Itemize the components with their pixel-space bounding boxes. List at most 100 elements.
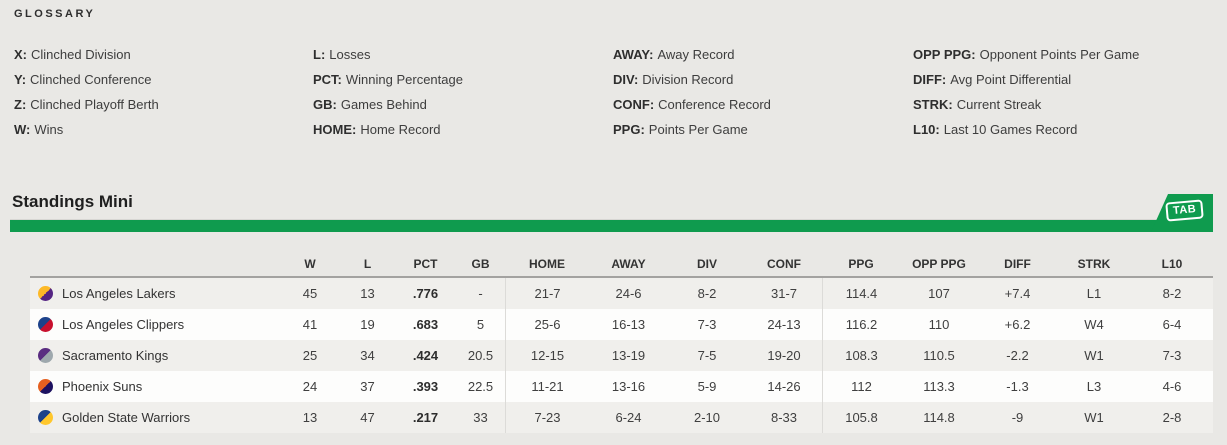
stat-cell-l: 13 [360, 286, 375, 301]
col-header-gb: GB [471, 257, 490, 271]
glossary-term: OPP PPG: [913, 47, 976, 62]
stat-cell-diff: +6.2 [1004, 317, 1031, 332]
glossary-item: PCT: Winning Percentage [313, 67, 613, 92]
glossary-term: DIFF: [913, 72, 947, 87]
glossary-item: AWAY: Away Record [613, 42, 913, 67]
col-header-ppg: PPG [848, 257, 874, 271]
glossary-definition: Last 10 Games Record [943, 122, 1078, 137]
glossary-definition: Clinched Conference [30, 72, 152, 87]
col-header-w: W [304, 257, 316, 271]
stat-cell-l: 34 [360, 348, 375, 363]
stat-cell-pct: .393 [412, 379, 439, 394]
team-cell: Sacramento Kings [30, 348, 280, 363]
standings-title: Standings Mini [12, 192, 133, 211]
stat-cell-opp-ppg: 114.8 [923, 410, 955, 425]
glossary-term: Z: [14, 97, 27, 112]
stat-cell-l10: 7-3 [1162, 348, 1182, 363]
glossary-definition: Current Streak [956, 97, 1042, 112]
stat-cell-l: 19 [360, 317, 375, 332]
team-logo-icon [38, 410, 53, 425]
tab-logo-icon[interactable]: TAB [1165, 199, 1205, 222]
glossary-term: CONF: [613, 97, 655, 112]
standings-header: Standings Mini TAB [10, 192, 1213, 232]
team-name: Sacramento Kings [62, 348, 169, 363]
stat-cell-l10: 2-8 [1162, 410, 1182, 425]
col-header-l: L [363, 257, 372, 271]
glossary-section: GLOSSARY X: Clinched Division Y: Clinched C… [0, 0, 1227, 142]
glossary-definition: Losses [329, 47, 371, 62]
glossary-term: DIV: [613, 72, 639, 87]
stat-cell-conf: 14-26 [767, 379, 801, 394]
table-row: Los Angeles Clippers 41 19 .683 5 25-6 16-13 7-… [30, 309, 1213, 340]
glossary-term: W: [14, 122, 31, 137]
stat-cell-ppg: 112 [822, 371, 900, 402]
team-cell: Golden State Warriors [30, 410, 280, 425]
team-logo-icon [38, 348, 53, 363]
team-logo-icon [38, 286, 53, 301]
stat-cell-ppg: 108.3 [822, 340, 900, 371]
stat-cell-conf: 8-33 [770, 410, 798, 425]
glossary-item: DIV: Division Record [613, 67, 913, 92]
header-hairline [10, 219, 1213, 220]
stat-cell-w: 25 [302, 348, 318, 363]
glossary-term: GB: [313, 97, 337, 112]
glossary-definition: Home Record [360, 122, 441, 137]
team-logo-icon [38, 379, 53, 394]
stat-cell-away: 16-13 [611, 317, 646, 332]
glossary-definition: Points Per Game [648, 122, 748, 137]
glossary-term: PCT: [313, 72, 342, 87]
glossary-term: HOME: [313, 122, 357, 137]
stat-cell-opp-ppg: 110.5 [923, 348, 955, 363]
team-logo-icon [38, 317, 53, 332]
accent-bar [10, 220, 1213, 232]
glossary-definition: Wins [34, 122, 64, 137]
standings-table: W L PCT GB HOME AWAY DIV CONF PPG OPP PPG DIFF STRK… [30, 252, 1213, 433]
col-header-conf: CONF [767, 257, 801, 271]
stat-cell-pct: .683 [412, 317, 439, 332]
stat-cell-diff: -9 [1011, 410, 1024, 425]
glossary-term: PPG: [613, 122, 645, 137]
stat-cell-div: 2-10 [693, 410, 721, 425]
stat-cell-diff: -1.3 [1006, 379, 1029, 394]
glossary-term: X: [14, 47, 27, 62]
glossary-item: Y: Clinched Conference [14, 67, 313, 92]
stat-cell-gb: 20.5 [467, 348, 494, 363]
team-cell: Phoenix Suns [30, 379, 280, 394]
glossary-definition: Winning Percentage [345, 72, 463, 87]
stat-cell-gb: 22.5 [467, 379, 494, 394]
stat-cell-div: 5-9 [697, 379, 717, 394]
stat-cell-ppg: 114.4 [822, 278, 900, 309]
stat-cell-gb: 5 [476, 317, 485, 332]
glossary-item: L10: Last 10 Games Record [913, 117, 1213, 142]
glossary-term: L10: [913, 122, 940, 137]
stat-cell-strk: W4 [1084, 317, 1104, 332]
col-header-diff: DIFF [1004, 257, 1031, 271]
glossary-column: X: Clinched Division Y: Clinched Conference… [14, 42, 313, 142]
stat-cell-conf: 31-7 [770, 286, 798, 301]
stat-cell-opp-ppg: 113.3 [923, 379, 955, 394]
table-row: Los Angeles Lakers 45 13 .776 - 21-7 24-6 8-2 31… [30, 278, 1213, 309]
table-header-row: W L PCT GB HOME AWAY DIV CONF PPG OPP PPG DIFF STRK… [30, 252, 1213, 278]
stat-cell-w: 24 [302, 379, 318, 394]
stat-cell-w: 13 [302, 410, 318, 425]
glossary-term: L: [313, 47, 326, 62]
stat-cell-w: 45 [302, 286, 318, 301]
stat-cell-l10: 4-6 [1162, 379, 1182, 394]
glossary-item: CONF: Conference Record [613, 92, 913, 117]
glossary-item: W: Wins [14, 117, 313, 142]
stat-cell-pct: .217 [412, 410, 439, 425]
stat-cell-home: 7-23 [505, 402, 589, 433]
glossary-item: Z: Clinched Playoff Berth [14, 92, 313, 117]
glossary-term: STRK: [913, 97, 953, 112]
col-header-pct: PCT [413, 257, 438, 271]
glossary-title: GLOSSARY [14, 8, 96, 20]
table-body: Los Angeles Lakers 45 13 .776 - 21-7 24-6 8-2 31… [30, 278, 1213, 433]
glossary-definition: Avg Point Differential [950, 72, 1072, 87]
glossary-definition: Clinched Playoff Berth [30, 97, 159, 112]
col-header-l10: L10 [1161, 257, 1183, 271]
stat-cell-opp-ppg: 107 [928, 286, 950, 301]
glossary-term: AWAY: [613, 47, 654, 62]
stat-cell-div: 7-3 [697, 317, 717, 332]
stat-cell-strk: L3 [1086, 379, 1102, 394]
glossary-item: GB: Games Behind [313, 92, 613, 117]
